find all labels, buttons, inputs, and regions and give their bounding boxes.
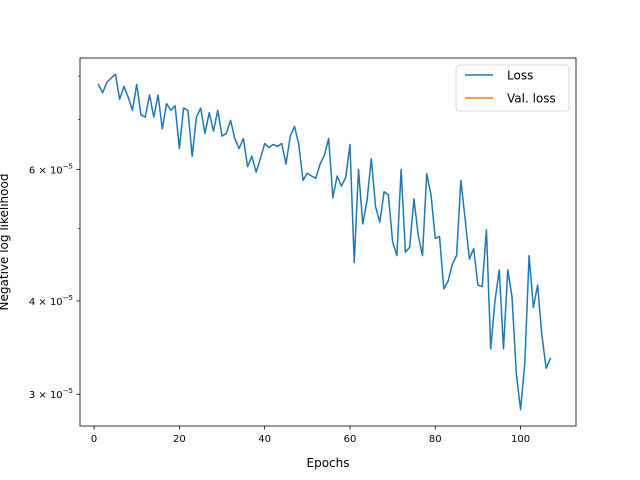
x-tick-label: 60 [344,434,357,445]
x-axis-label: Epochs [307,456,350,470]
y-tick-label: 6 × 10−5 [29,162,73,176]
x-tick-label: 0 [91,434,97,445]
y-tick-label: 3 × 10−5 [29,387,73,401]
legend-box [455,64,570,112]
series-layer [97,73,552,411]
series-line-loss [97,73,552,411]
axes-frame [79,57,577,427]
x-tick-label: 80 [429,434,442,445]
legend-label-val-loss: Val. loss [507,92,556,106]
x-tick-label: 100 [511,434,530,445]
y-tick-label: 4 × 10−5 [29,294,73,308]
x-tick-label: 40 [258,434,271,445]
y-axis-ticks: 3 × 10−5 4 × 10−5 6 × 10−5 [29,75,80,401]
y-axis-label: Negative log likelihood [0,174,11,311]
legend: Loss Val. loss [455,64,570,112]
x-axis-ticks: 0 20 40 60 80 100 [91,426,530,445]
x-tick-label: 20 [173,434,186,445]
legend-label-loss: Loss [507,69,533,83]
